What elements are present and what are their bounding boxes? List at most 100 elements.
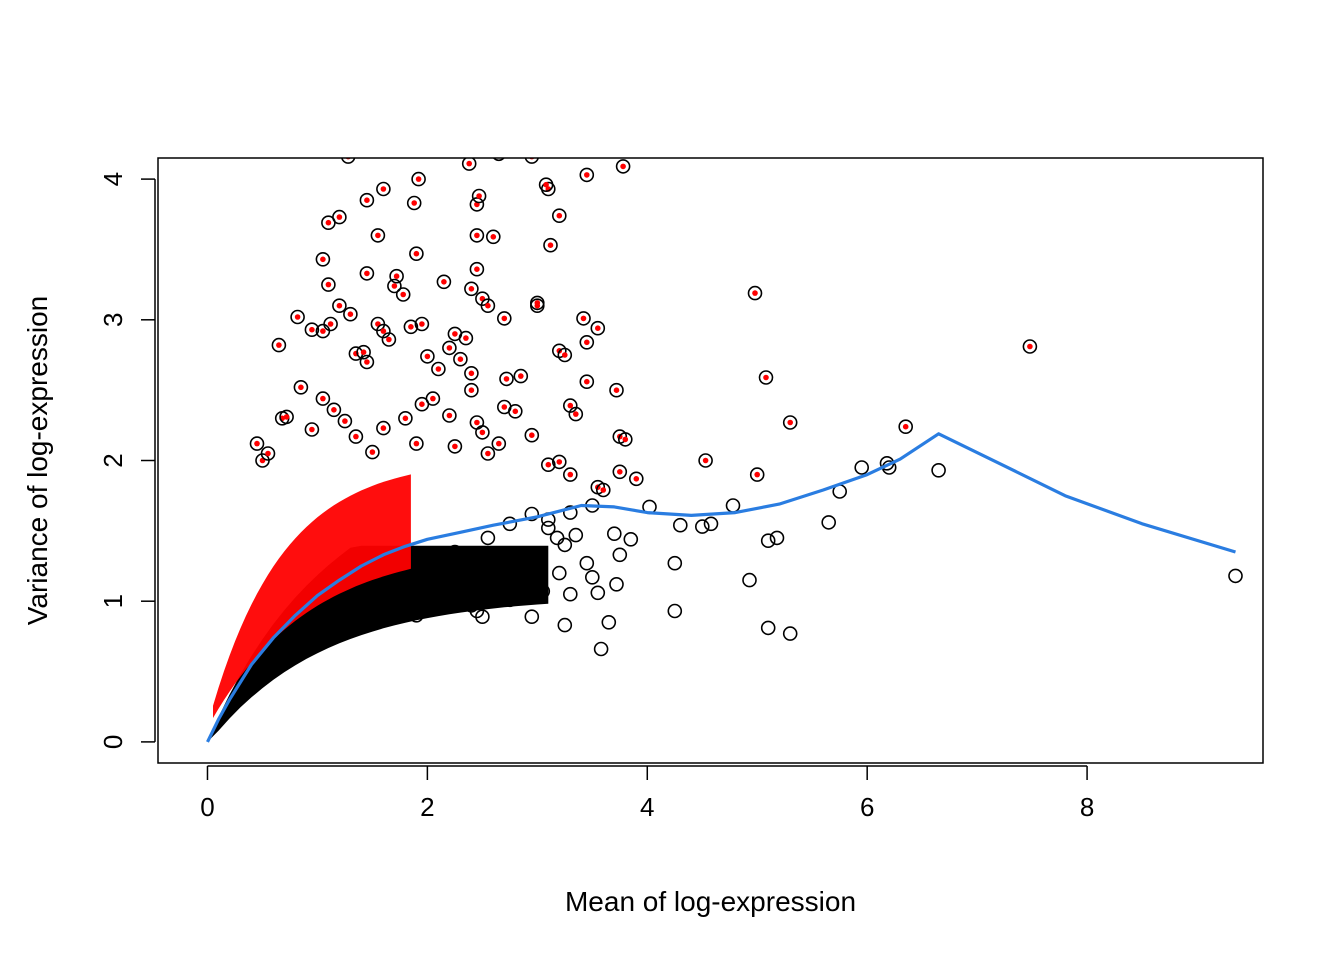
highlight-marker: [496, 440, 502, 447]
data-point: [854, 460, 870, 475]
highlight-marker: [763, 374, 769, 381]
highlighted-point: [293, 379, 309, 395]
highlight-marker: [327, 321, 334, 327]
highlighted-point: [513, 368, 529, 384]
data-point: [782, 626, 798, 641]
data-point: [593, 641, 609, 657]
data-point: [562, 586, 578, 602]
highlighted-point: [898, 419, 914, 435]
highlight-marker: [265, 450, 271, 457]
highlight-marker: [617, 469, 623, 475]
highlight-marker: [364, 197, 370, 203]
x-tick-label: 0: [200, 792, 214, 822]
highlight-marker: [386, 336, 392, 343]
highlighted-point: [464, 281, 479, 297]
data-point: [464, 598, 479, 613]
highlight-marker: [393, 273, 400, 280]
highlighted-point: [341, 158, 356, 164]
highlighted-point: [782, 415, 798, 430]
highlighted-point: [260, 446, 276, 461]
data-point: [606, 526, 622, 542]
highlighted-point: [480, 298, 496, 314]
dense-highlight-cloud: [213, 474, 411, 718]
highlight-marker: [364, 270, 370, 277]
highlighted-point: [538, 177, 554, 192]
highlight-marker: [320, 395, 326, 402]
highlight-marker: [474, 266, 480, 273]
highlighted-point: [403, 319, 419, 335]
highlight-marker: [402, 415, 409, 422]
highlighted-point: [370, 228, 386, 243]
highlighted-point: [321, 277, 336, 292]
highlighted-point: [485, 229, 501, 245]
highlighted-point: [579, 334, 595, 350]
highlighted-point: [464, 382, 479, 398]
highlight-marker: [754, 471, 760, 478]
highlighted-point: [409, 246, 424, 261]
highlighted-point: [315, 391, 331, 406]
highlight-marker: [752, 290, 758, 296]
highlight-marker: [466, 160, 473, 167]
highlighted-point: [290, 309, 305, 325]
x-tick-label: 2: [420, 792, 434, 822]
highlight-marker: [595, 325, 601, 332]
x-axis-label: Mean of log-expression: [565, 886, 856, 917]
data-point: [760, 533, 776, 549]
highlight-marker: [633, 476, 640, 482]
highlight-marker: [468, 370, 475, 377]
highlighted-point: [304, 422, 320, 437]
highlight-marker: [468, 286, 475, 292]
highlighted-point: [249, 436, 265, 451]
highlighted-point: [323, 316, 338, 332]
highlight-marker: [567, 402, 574, 409]
data-point: [667, 555, 683, 571]
highlighted-point: [612, 464, 628, 480]
highlight-marker: [435, 366, 442, 372]
highlight-marker: [512, 408, 519, 415]
highlighted-point: [464, 365, 479, 381]
highlight-marker: [283, 414, 290, 420]
data-point: [447, 544, 463, 560]
highlighted-point: [395, 287, 411, 302]
highlighted-point: [557, 347, 573, 363]
highlight-marker: [702, 457, 709, 464]
highlight-marker: [430, 395, 436, 402]
highlighted-point: [359, 354, 375, 370]
highlighted-point: [499, 371, 514, 387]
y-tick-label: 2: [98, 453, 128, 467]
data-point: [343, 607, 358, 623]
x-tick-label: 4: [640, 792, 654, 822]
highlighted-point: [348, 429, 364, 444]
highlighted-point: [271, 337, 287, 353]
highlighted-point: [758, 370, 774, 385]
highlight-marker: [380, 186, 387, 192]
highlighted-point: [381, 332, 397, 347]
highlighted-point: [431, 361, 446, 377]
data-point: [609, 576, 624, 592]
highlighted-point: [343, 306, 358, 322]
highlighted-point: [471, 188, 487, 204]
data-point: [535, 583, 551, 599]
highlight-marker: [543, 181, 549, 188]
x-axis: 0 2 4 6 8: [200, 765, 1094, 822]
highlight-marker: [457, 356, 464, 363]
highlight-marker: [400, 291, 407, 298]
data-point: [365, 600, 380, 616]
highlight-marker: [580, 315, 587, 322]
highlight-marker: [556, 212, 563, 219]
highlighted-point: [579, 374, 595, 390]
highlighted-point: [747, 285, 763, 301]
highlight-marker: [446, 412, 453, 419]
data-point: [540, 520, 556, 536]
highlighted-point: [749, 467, 765, 482]
data-point: [1228, 568, 1243, 584]
highlight-marker: [463, 335, 469, 341]
highlight-marker: [600, 487, 607, 493]
highlight-marker: [364, 359, 370, 365]
highlighted-point: [469, 261, 485, 277]
highlighted-point: [491, 436, 507, 451]
highlight-marker: [342, 418, 348, 424]
highlighted-point: [447, 439, 463, 454]
highlighted-point: [387, 278, 402, 294]
